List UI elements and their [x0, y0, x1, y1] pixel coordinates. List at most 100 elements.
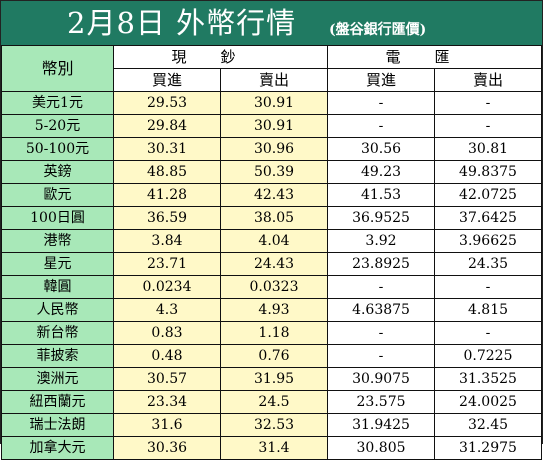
cash-buy-header: 買進 [113, 68, 221, 92]
telegraphic-group-header: 電匯 [327, 45, 542, 69]
table-row: 英鎊 48.85 50.39 49.23 49.8375 [1, 160, 542, 184]
tt-sell-cell: - [434, 321, 542, 345]
cash-buy-cell: 30.31 [113, 137, 221, 161]
cash-buy-cell: 3.84 [113, 229, 221, 253]
cash-sell-cell: 4.04 [219, 229, 329, 253]
tt-sell-cell: - [434, 91, 542, 115]
cash-sell-cell: 24.5 [219, 390, 329, 414]
table-row: 美元1元 29.53 30.91- - [1, 91, 542, 115]
tt-buy-cell: 23.575 [327, 390, 436, 414]
currency-name-cell: 新台幣 [1, 321, 114, 345]
cash-buy-cell: 23.71 [113, 252, 221, 276]
cash-buy-cell: 0.48 [113, 344, 221, 368]
currency-name-cell: 星元 [1, 252, 114, 276]
table-row: 紐西蘭元 23.34 24.5 23.575 24.0025 [1, 390, 542, 414]
tt-sell-cell: - [434, 114, 542, 138]
tt-buy-cell: 4.63875 [327, 298, 436, 322]
currency-name-cell: 紐西蘭元 [1, 390, 114, 414]
header-row-sub: 買進 賣出 買進 賣出 [2, 68, 542, 92]
tt-buy-header: 買進 [327, 68, 436, 92]
tt-sell-cell: 31.2975 [434, 436, 542, 460]
cash-buy-cell: 36.59 [113, 206, 221, 230]
cash-buy-cell: 31.6 [113, 413, 221, 437]
currency-name-cell: 英鎊 [1, 160, 114, 184]
tt-buy-cell: - [327, 344, 436, 368]
tt-sell-cell: 0.7225 [434, 344, 542, 368]
cash-sell-cell: 31.4 [219, 436, 329, 460]
tt-buy-cell: 30.56 [327, 137, 436, 161]
table-row: 星元 23.71 24.43 23.8925 24.35 [1, 252, 542, 276]
currency-name-cell: 澳洲元 [1, 367, 114, 391]
currency-column-header: 幣別 [1, 45, 114, 92]
currency-name-cell: 人民幣 [1, 298, 114, 322]
page-title: 2月8日 外幣行情 [67, 6, 297, 40]
cash-buy-cell: 30.36 [113, 436, 221, 460]
currency-name-cell: 美元1元 [1, 91, 114, 115]
cash-sell-header: 賣出 [219, 68, 329, 92]
tt-buy-cell: 36.9525 [327, 206, 436, 230]
tt-sell-cell: 24.0025 [434, 390, 542, 414]
table-row: 港幣 3.84 4.04 3.92 3.96625 [1, 229, 542, 253]
tt-buy-cell: 3.92 [327, 229, 436, 253]
table-row: 新台幣 0.83 1.18- - [1, 321, 542, 345]
table-row: 澳洲元 30.57 31.95 30.9075 31.3525 [1, 367, 542, 391]
currency-name-cell: 歐元 [1, 183, 114, 207]
cash-sell-cell: 42.43 [219, 183, 329, 207]
tt-sell-header: 賣出 [434, 68, 542, 92]
cash-sell-cell: 31.95 [219, 367, 329, 391]
tt-sell-cell: - [434, 275, 542, 299]
table-row: 人民幣 4.3 4.93 4.63875 4.815 [1, 298, 542, 322]
table-row: 加拿大元 30.36 31.4 30.805 31.2975 [1, 436, 542, 460]
currency-name-cell: 港幣 [1, 229, 114, 253]
cash-buy-cell: 48.85 [113, 160, 221, 184]
cash-sell-cell: 30.91 [219, 114, 329, 138]
tt-buy-cell: 30.9075 [327, 367, 436, 391]
tt-buy-cell: - [327, 114, 436, 138]
tt-buy-cell: 41.53 [327, 183, 436, 207]
tt-sell-cell: 30.81 [434, 137, 542, 161]
tt-sell-cell: 4.815 [434, 298, 542, 322]
cash-sell-cell: 50.39 [219, 160, 329, 184]
currency-name-cell: 100日圓 [1, 206, 114, 230]
header-row-groups: 幣別 現鈔 電匯 [1, 45, 542, 92]
tt-buy-cell: 49.23 [327, 160, 436, 184]
table-row: 5-20元 29.84 30.91- - [1, 114, 542, 138]
tt-buy-cell: - [327, 321, 436, 345]
tt-sell-cell: 24.35 [434, 252, 542, 276]
cash-buy-cell: 29.53 [113, 91, 221, 115]
tt-sell-cell: 42.0725 [434, 183, 542, 207]
tt-buy-cell: 30.805 [327, 436, 436, 460]
tt-sell-cell: 49.8375 [434, 160, 542, 184]
currency-name-cell: 菲披索 [1, 344, 114, 368]
page-subtitle: (盤谷銀行匯價) [329, 22, 427, 38]
tt-buy-cell: 23.8925 [327, 252, 436, 276]
cash-buy-cell: 41.28 [113, 183, 221, 207]
table-row: 菲披索 0.48 0.76-0.7225 [1, 344, 542, 368]
cash-sell-cell: 0.76 [219, 344, 329, 368]
tt-buy-cell: 31.9425 [327, 413, 436, 437]
tt-sell-cell: 31.3525 [434, 367, 542, 391]
exchange-rate-table: 幣別 現鈔 電匯 買進 賣出 買進 賣出 美元1元 29.53 30.91- -5-2… [1, 45, 542, 460]
table-row: 瑞士法朗 31.6 32.53 31.9425 32.45 [1, 413, 542, 437]
cash-sell-cell: 0.0323 [219, 275, 329, 299]
cash-buy-cell: 29.84 [113, 114, 221, 138]
currency-name-cell: 加拿大元 [1, 436, 114, 460]
cash-buy-cell: 0.0234 [113, 275, 221, 299]
currency-name-cell: 50-100元 [1, 137, 114, 161]
table-row: 韓圓 0.0234 0.0323- - [1, 275, 542, 299]
tt-sell-cell: 37.6425 [434, 206, 542, 230]
tt-sell-cell: 32.45 [434, 413, 542, 437]
tt-sell-cell: 3.96625 [434, 229, 542, 253]
cash-sell-cell: 30.96 [219, 137, 329, 161]
cash-buy-cell: 0.83 [113, 321, 221, 345]
cash-buy-cell: 23.34 [113, 390, 221, 414]
tt-buy-cell: - [327, 91, 436, 115]
currency-name-cell: 瑞士法朗 [1, 413, 114, 437]
cash-sell-cell: 4.93 [219, 298, 329, 322]
cash-sell-cell: 24.43 [219, 252, 329, 276]
cash-sell-cell: 38.05 [219, 206, 329, 230]
cash-sell-cell: 30.91 [219, 91, 329, 115]
cash-buy-cell: 30.57 [113, 367, 221, 391]
cash-buy-cell: 4.3 [113, 298, 221, 322]
